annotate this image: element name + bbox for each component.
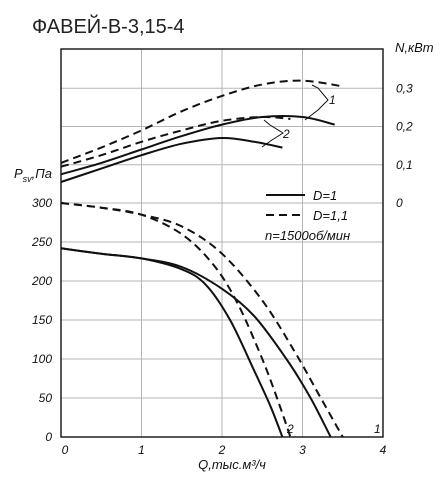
label-power-2: 2 [282,127,290,141]
y-tick-label-right: 0,2 [396,120,413,134]
y-tick-label-left: 100 [32,352,52,366]
y-tick-label-left: 200 [31,274,52,288]
y-tick-label-left: 150 [32,313,52,327]
y-tick-label-left: 250 [31,235,52,249]
legend-entry-d1: D=1 [313,188,337,203]
right-axis-label: N,кВт [395,40,434,55]
left-axis-label: Psv,Па [14,166,52,184]
y-tick-label-right: 0 [396,196,403,210]
label-power-1: 1 [329,93,336,107]
y-tick-label-left: 0 [45,430,52,444]
legend-entry-d11: D=1,1 [313,208,348,223]
x-tick-label: 4 [380,443,387,457]
leader-power-2 [261,119,284,148]
power-curve-D11-power1 [60,79,343,164]
y-tick-label-left: 300 [32,196,52,210]
label-pressure-2: 2 [286,422,294,436]
plot-frame [60,48,384,438]
x-tick-label: 0 [62,443,69,457]
pressure-curve-D11-curve2 [60,202,292,438]
y-tick-label-right: 0,3 [396,81,413,95]
pressure-curve-D1-curve2 [60,247,284,438]
y-tick-label-right: 0,1 [396,158,413,172]
chart-title: ФАВЕЙ-В-3,15-4 [32,14,185,38]
x-tick-label: 2 [218,443,226,457]
x-axis-label: Q,тыс.м³/ч [198,457,266,472]
curve-number-labels: 1 2 1 2 [261,84,381,436]
x-tick-label: 3 [299,443,306,457]
leader-power-1 [304,84,329,121]
legend: D=1 D=1,1 n=1500об/мин [265,188,350,243]
legend-speed-note: n=1500об/мин [265,228,350,243]
power-curve-D1-power1 [60,115,335,176]
power-curve-D1-power2 [60,136,283,183]
y-tick-label-left: 50 [39,391,53,405]
x-tick-label: 1 [138,443,145,457]
label-pressure-1: 1 [374,422,381,436]
curves [60,79,344,438]
power-curve-D11-power2 [60,115,291,168]
grid [61,49,383,437]
